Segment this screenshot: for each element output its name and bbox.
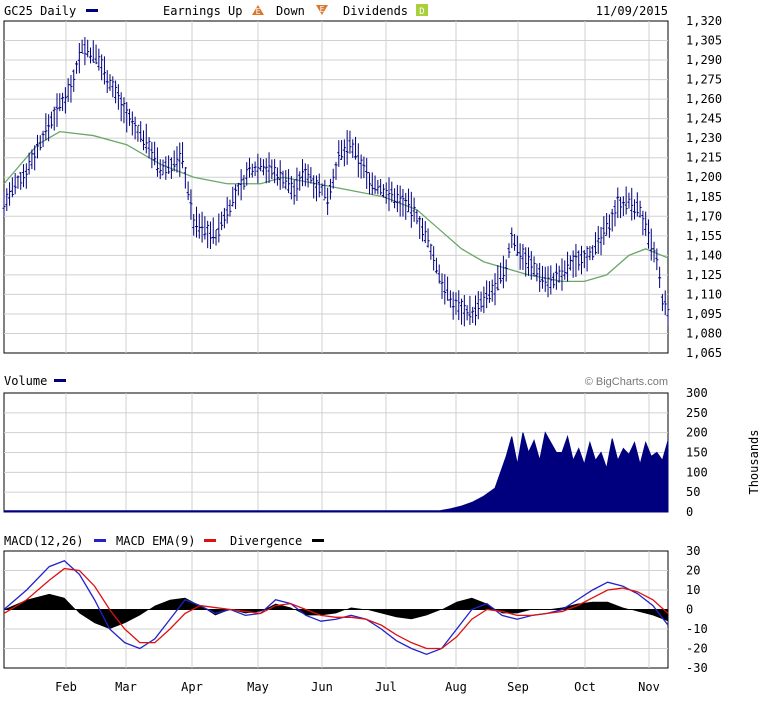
macd-legend-swatch	[94, 539, 106, 542]
earnings-down-icon	[316, 5, 328, 15]
month-label-jun: Jun	[311, 680, 333, 694]
month-label-aug: Aug	[445, 680, 467, 694]
bigcharts-watermark: © BigCharts.com	[585, 376, 668, 388]
price-tick-label: 1,110	[686, 287, 722, 301]
macd-tick-label: 30	[686, 544, 700, 558]
volume-axis-unit: Thousands	[747, 429, 761, 494]
macd-tick-label: 10	[686, 583, 700, 597]
price-tick-label: 1,065	[686, 346, 722, 360]
month-label-feb: Feb	[55, 680, 77, 694]
volume-title: Volume	[4, 374, 47, 388]
price-tick-label: 1,245	[686, 112, 722, 126]
dividends-icon	[416, 4, 428, 16]
dividends-badge: D	[419, 7, 424, 17]
price-tick-label: 1,095	[686, 307, 722, 321]
volume-tick-label: 150	[686, 446, 708, 460]
volume-area	[3, 431, 669, 513]
symbol-label: GC25 Daily	[4, 4, 76, 18]
earnings-down-badge: E	[320, 5, 325, 14]
price-tick-label: 1,080	[686, 326, 722, 340]
price-tick-label: 1,155	[686, 229, 722, 243]
month-label-mar: Mar	[115, 680, 137, 694]
volume-tick-label: 100	[686, 465, 708, 479]
price-tick-label: 1,170	[686, 209, 722, 223]
earnings-up-label: Earnings Up	[163, 4, 242, 18]
month-label-may: May	[247, 680, 269, 694]
price-tick-label: 1,215	[686, 151, 722, 165]
month-label-jul: Jul	[375, 680, 397, 694]
dividends-label: Dividends	[343, 4, 408, 18]
volume-tick-label: 200	[686, 426, 708, 440]
macd-tick-label: -30	[686, 661, 708, 675]
price-tick-label: 1,305	[686, 34, 722, 48]
volume-tick-label: 250	[686, 406, 708, 420]
macd-tick-label: -20	[686, 642, 708, 656]
macd-tick-label: -10	[686, 622, 708, 636]
divergence-area	[4, 593, 668, 629]
chart-date: 11/09/2015	[596, 4, 668, 18]
price-tick-label: 1,140	[686, 248, 722, 262]
macd-ema-label: MACD EMA(9)	[116, 534, 195, 548]
volume-tick-label: 50	[686, 485, 700, 499]
price-bars	[2, 37, 670, 327]
macd-tick-label: 0	[686, 603, 693, 617]
month-label-sep: Sep	[507, 680, 529, 694]
divergence-legend-swatch	[312, 539, 324, 542]
macd-ema-line	[3, 567, 669, 650]
macd-ema-legend-swatch	[204, 539, 216, 542]
earnings-up-badge: E	[256, 7, 261, 16]
price-tick-label: 1,200	[686, 170, 722, 184]
month-label-nov: Nov	[638, 680, 660, 694]
symbol-legend-swatch	[86, 9, 98, 12]
macd-label: MACD(12,26)	[4, 534, 83, 548]
macd-tick-label: 20	[686, 564, 700, 578]
divergence-label: Divergence	[230, 534, 302, 548]
down-label: Down	[276, 4, 305, 18]
price-tick-label: 1,125	[686, 268, 722, 282]
volume-tick-label: 0	[686, 505, 693, 519]
price-tick-label: 1,230	[686, 131, 722, 145]
price-tick-label: 1,320	[686, 14, 722, 28]
price-tick-label: 1,185	[686, 190, 722, 204]
price-tick-label: 1,260	[686, 92, 722, 106]
volume-legend-swatch	[54, 379, 66, 382]
earnings-up-icon	[252, 5, 264, 15]
month-label-apr: Apr	[181, 680, 203, 694]
price-tick-label: 1,290	[686, 53, 722, 67]
volume-tick-label: 300	[686, 386, 708, 400]
month-label-oct: Oct	[574, 680, 596, 694]
price-tick-label: 1,275	[686, 73, 722, 87]
